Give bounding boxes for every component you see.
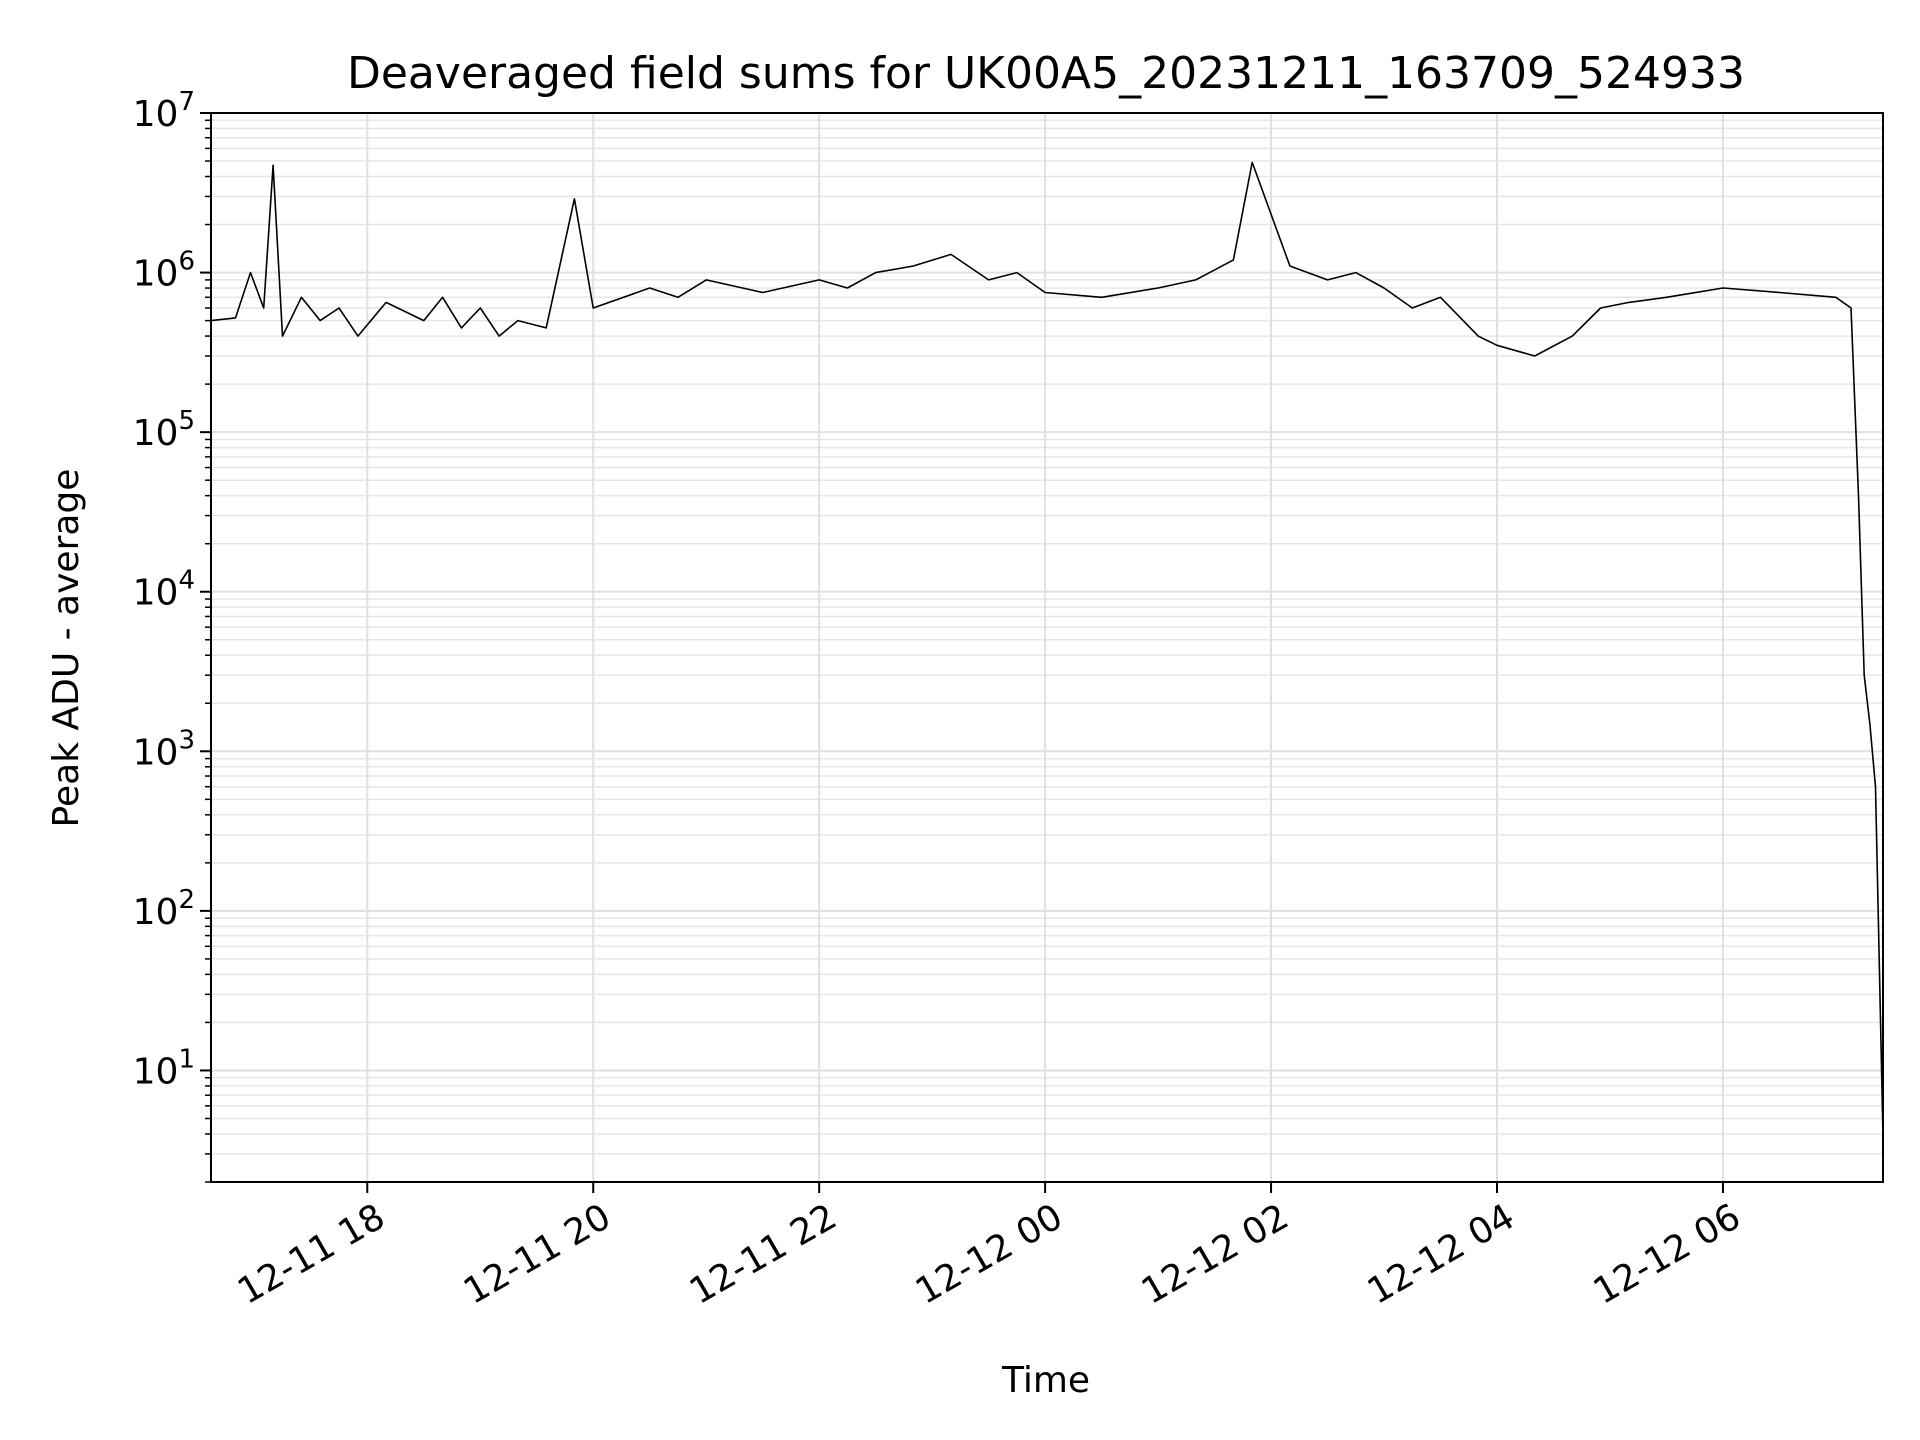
x-axis-label: Time [1001,1360,1090,1401]
x-tick-label: 12-11 20 [457,1196,618,1312]
plot-frame [210,112,1884,1183]
y-tick-label: 107 [133,87,195,135]
x-tick-label: 12-12 02 [1135,1196,1296,1312]
grid-layer [211,112,1883,1183]
y-axis-ticks: 101 102 103 104 105 106 107 [133,87,211,1183]
y-tick-label: 105 [133,406,195,454]
x-tick-label: 12-11 22 [683,1196,844,1312]
x-axis-ticks: 12-11 18 12-11 20 12-11 22 12-12 00 12-12 02… [231,1182,1747,1313]
chart-title: Deaveraged field sums for UK00A5_2023121… [347,48,1745,99]
series-line [210,161,1884,1138]
y-tick-label: 104 [133,566,195,614]
x-tick-label: 12-12 00 [909,1196,1070,1312]
y-tick-label: 102 [133,885,195,933]
y-tick-label: 103 [133,725,195,773]
series-layer [210,161,1884,1138]
y-tick-label: 101 [133,1044,195,1092]
x-tick-label: 12-12 06 [1587,1196,1748,1312]
y-axis-label: Peak ADU - average [46,469,87,828]
y-tick-label: 106 [133,247,195,295]
x-tick-label: 12-11 18 [231,1196,392,1312]
x-tick-label: 12-12 04 [1361,1196,1522,1312]
